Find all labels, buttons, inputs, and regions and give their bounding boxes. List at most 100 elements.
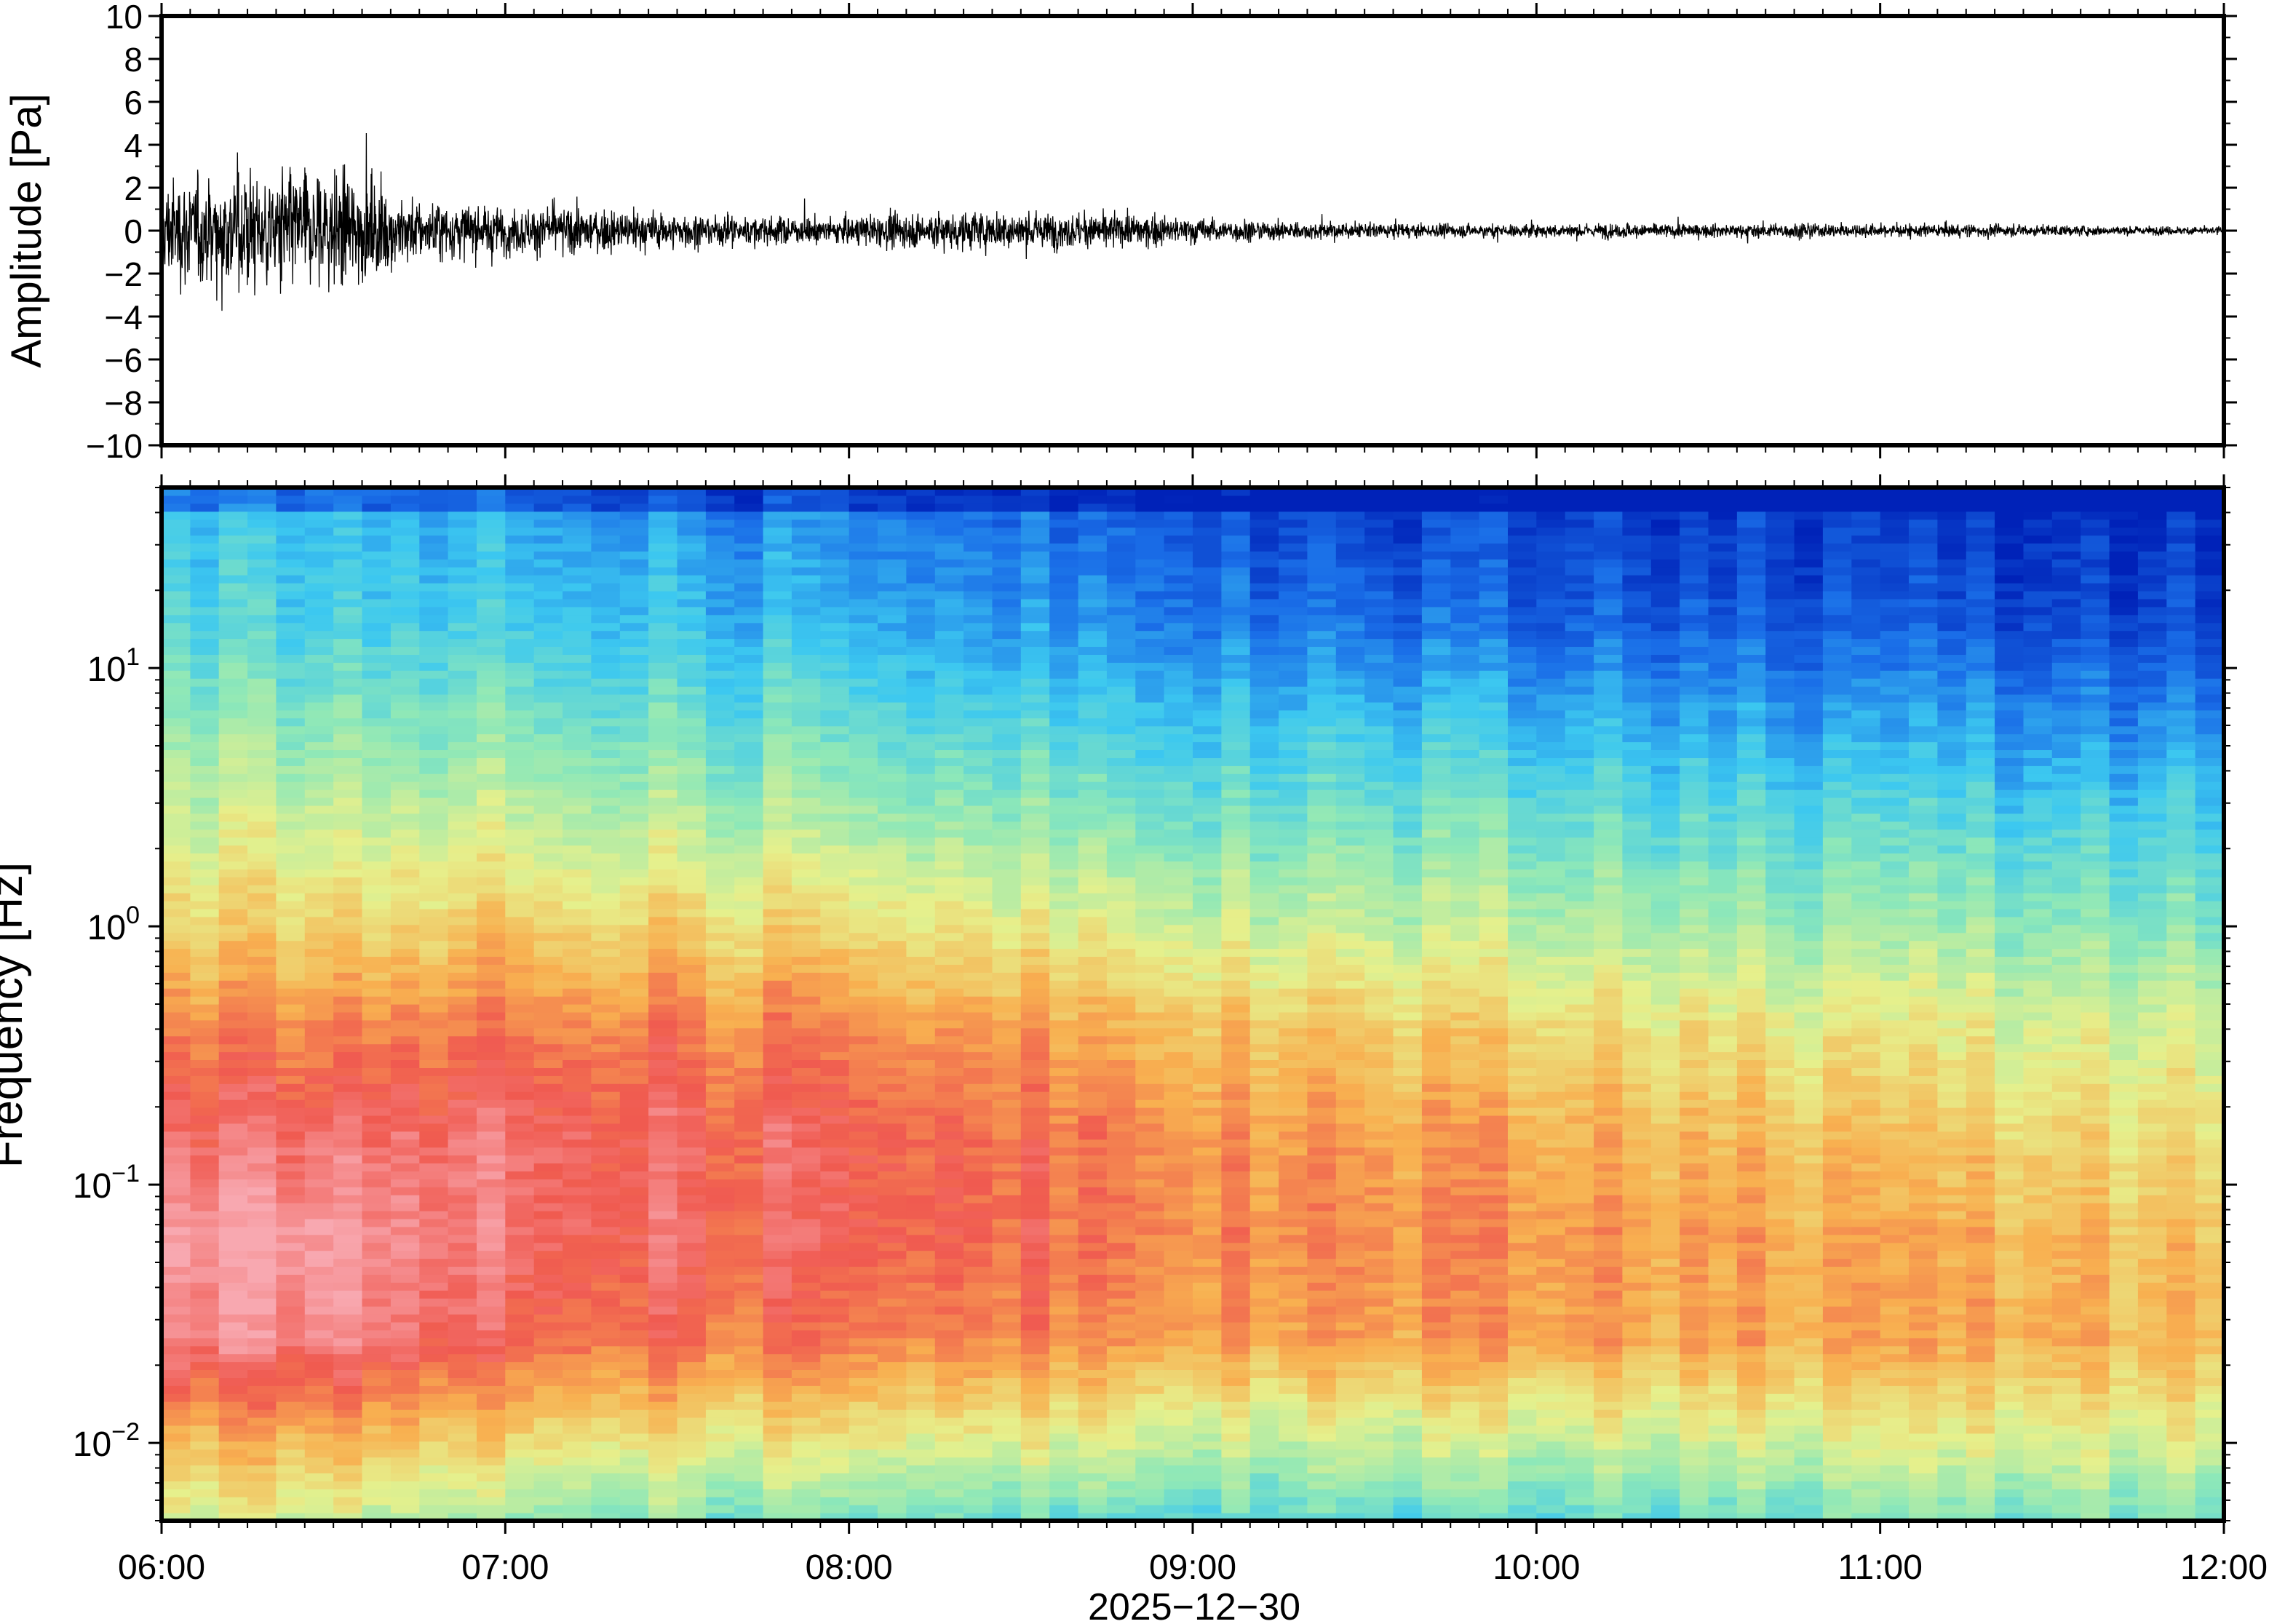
spectrogram-cell <box>533 1099 563 1108</box>
spectrogram-cell <box>1106 686 1136 695</box>
spectrogram-cell <box>247 1019 277 1029</box>
spectrogram-cell <box>878 1004 907 1013</box>
spectrogram-cell <box>162 765 191 774</box>
spectrogram-cell <box>619 940 649 950</box>
spectrogram-cell <box>563 781 592 790</box>
spectrogram-cell <box>1106 821 1136 830</box>
spectrogram-cell <box>734 1242 764 1251</box>
spectrogram-cell <box>448 940 477 950</box>
spectrogram-cell <box>1135 670 1165 679</box>
spectrogram-cell <box>591 1266 621 1275</box>
spectrogram-cell <box>304 1195 334 1203</box>
spectrogram-cell <box>619 749 649 758</box>
spectrogram-cell <box>162 988 191 997</box>
spectrogram-cell <box>591 1067 621 1076</box>
spectrogram-cell <box>190 1171 220 1179</box>
spectrogram-cell <box>419 1258 449 1267</box>
spectrogram-cell <box>849 1242 878 1251</box>
spectrogram-cell <box>162 1155 191 1163</box>
spectrogram-cell <box>477 1282 506 1291</box>
spectrogram-cell <box>419 773 449 782</box>
spectrogram-cell <box>477 717 506 727</box>
spectrogram-cell <box>906 1361 936 1370</box>
spectrogram-cell <box>591 1203 621 1211</box>
spectrogram-cell <box>276 757 306 766</box>
spectrogram-cell <box>247 1433 277 1442</box>
spectrogram-cell <box>619 1465 649 1473</box>
spectrogram-cell <box>705 709 735 719</box>
spectrogram-cell <box>362 1385 392 1394</box>
spectrogram-cell <box>533 1361 563 1370</box>
spectrogram-cell <box>619 1083 649 1092</box>
spectrogram-cell <box>1135 1298 1165 1307</box>
spectrogram-cell <box>878 773 907 782</box>
spectrogram-cell <box>1135 1043 1165 1053</box>
spectrogram-cell <box>477 885 506 893</box>
spectrogram-cell <box>849 845 878 853</box>
spectrogram-cell <box>992 797 1022 806</box>
spectrogram-cell <box>878 972 907 981</box>
spectrogram-cell <box>734 1035 764 1045</box>
spectrogram-cell <box>190 1505 220 1513</box>
spectrogram-cell <box>591 1449 621 1458</box>
spectrogram-cell <box>849 1203 878 1211</box>
spectrogram-cell <box>734 511 764 520</box>
spectrogram-cell <box>878 837 907 846</box>
spectrogram-cell <box>1078 948 1108 957</box>
spectrogram-cell <box>619 701 649 711</box>
spectrogram-cell <box>1193 765 1222 774</box>
spectrogram-cell <box>333 829 363 838</box>
spectrogram-cell <box>276 1314 306 1323</box>
spectrogram-cell <box>992 829 1022 838</box>
spectrogram-cell <box>648 829 678 838</box>
spectrogram-cell <box>963 1298 993 1307</box>
spectrogram-cell <box>162 701 191 711</box>
spectrogram-cell <box>648 1035 678 1045</box>
spectrogram-cell <box>1020 1171 1050 1179</box>
spectrogram-cell <box>448 1369 477 1378</box>
spectrogram-cell <box>677 701 707 711</box>
spectrogram-cell <box>619 980 649 989</box>
spectrogram-cell <box>1164 495 1193 504</box>
spectrogram-cell <box>619 1218 649 1227</box>
spectrogram-cell <box>362 1139 392 1148</box>
spectrogram-cell <box>448 1075 477 1084</box>
spectrogram-cell <box>705 1457 735 1466</box>
spectrogram-cell <box>878 1409 907 1418</box>
spectrogram-cell <box>734 1131 764 1140</box>
spectrogram-cell <box>333 1059 363 1068</box>
spectrogram-cell <box>648 725 678 735</box>
spectrogram-cell <box>247 598 277 608</box>
spectrogram-cell <box>878 495 907 504</box>
spectrogram-cell <box>992 1163 1022 1171</box>
spectrogram-cell <box>791 1099 821 1108</box>
spectrogram-cell <box>763 765 792 774</box>
spectrogram-cell <box>218 1361 248 1370</box>
spectrogram-cell <box>162 1258 191 1267</box>
spectrogram-cell <box>1106 1075 1136 1084</box>
spectrogram-cell <box>820 1155 850 1163</box>
spectrogram-cell <box>162 1473 191 1481</box>
spectrogram-cell <box>533 1242 563 1251</box>
spectrogram-cell <box>820 1401 850 1410</box>
spectrogram-cell <box>1078 964 1108 973</box>
spectrogram-cell <box>276 1337 306 1347</box>
spectrogram-cell <box>705 1011 735 1021</box>
spectrogram-cell <box>934 1091 964 1100</box>
spectrogram-cell <box>619 1163 649 1171</box>
spectrogram-cell <box>1049 1099 1079 1108</box>
spectrogram-cell <box>1106 901 1136 909</box>
spectrogram-cell <box>563 1433 592 1442</box>
spectrogram-cell <box>934 829 964 838</box>
spectrogram-cell <box>591 1361 621 1370</box>
spectrogram-cell <box>505 741 535 750</box>
spectrogram-cell <box>276 511 306 520</box>
spectrogram-cell <box>505 1043 535 1053</box>
spectrogram-cell <box>1106 924 1136 934</box>
spectrogram-cell <box>563 980 592 989</box>
spectrogram-cell <box>419 1321 449 1331</box>
spectrogram-cell <box>906 591 936 600</box>
spectrogram-cell <box>477 1353 506 1363</box>
spectrogram-cell <box>1135 1115 1165 1124</box>
spectrogram-cell <box>619 893 649 901</box>
